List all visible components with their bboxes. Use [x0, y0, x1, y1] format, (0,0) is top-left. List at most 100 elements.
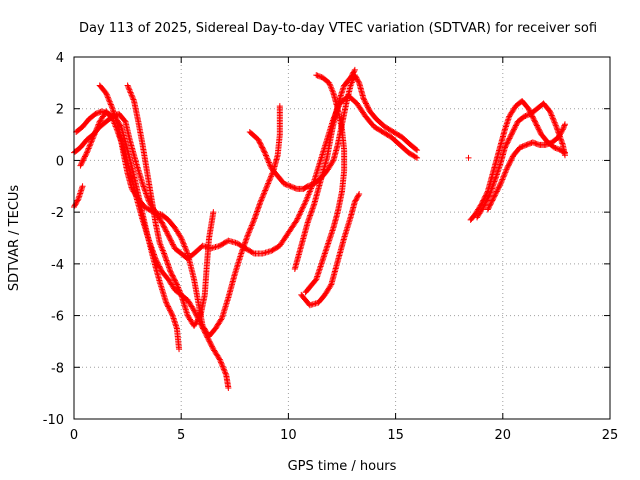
data-point — [259, 193, 266, 200]
data-point — [89, 136, 96, 143]
data-point — [491, 192, 498, 199]
data-point — [355, 78, 362, 85]
data-point — [356, 191, 363, 198]
data-point — [351, 68, 358, 75]
data-point — [121, 117, 128, 124]
data-point — [555, 146, 562, 153]
data-point — [317, 73, 324, 80]
data-point — [512, 122, 519, 129]
data-point — [258, 143, 265, 150]
data-point — [353, 196, 360, 203]
data-point — [248, 222, 255, 229]
data-point — [221, 367, 228, 374]
data-point — [173, 281, 180, 288]
data-point — [509, 130, 516, 137]
data-point — [168, 269, 175, 276]
data-point — [257, 198, 264, 205]
data-point — [508, 131, 515, 138]
data-point — [315, 73, 322, 80]
data-point — [88, 138, 95, 145]
data-point — [160, 249, 167, 256]
data-point — [210, 209, 217, 216]
data-point — [181, 243, 188, 250]
data-point — [505, 138, 512, 145]
data-point — [308, 181, 315, 188]
data-point — [491, 193, 498, 200]
data-point — [247, 225, 254, 232]
data-point — [106, 97, 113, 104]
data-point — [246, 228, 253, 235]
data-point — [488, 200, 495, 207]
data-point — [86, 144, 93, 151]
data-point — [225, 384, 232, 391]
data-point — [504, 165, 511, 172]
chart-title: Day 113 of 2025, Sidereal Day-to-day VTE… — [79, 21, 597, 36]
data-point — [264, 155, 271, 162]
data-point — [556, 131, 563, 138]
data-point — [219, 363, 226, 370]
data-point — [90, 134, 97, 141]
data-point — [267, 174, 274, 181]
data-point — [257, 141, 264, 148]
data-point — [558, 128, 565, 135]
data-point — [130, 96, 137, 103]
data-point — [183, 247, 190, 254]
y-tick-label: -8 — [51, 361, 64, 376]
data-point — [525, 140, 532, 147]
data-point — [301, 201, 308, 208]
data-point — [283, 181, 290, 188]
data-point — [169, 272, 176, 279]
data-point — [303, 197, 310, 204]
data-point — [81, 154, 88, 161]
data-point — [93, 127, 100, 134]
data-point — [191, 307, 198, 314]
data-point — [87, 141, 94, 148]
data-point — [503, 166, 510, 173]
data-point — [159, 220, 166, 227]
data-point — [291, 184, 298, 191]
data-point — [94, 122, 101, 129]
data-point — [163, 299, 170, 306]
data-point — [176, 346, 183, 353]
data-point — [314, 72, 321, 79]
data-point — [535, 126, 542, 133]
data-point — [506, 160, 513, 167]
data-point — [79, 183, 86, 190]
data-point — [551, 119, 558, 126]
data-point — [548, 112, 555, 119]
data-point — [172, 278, 179, 285]
data-point — [95, 109, 102, 116]
data-point — [561, 122, 568, 129]
x-tick-label: 20 — [495, 428, 512, 443]
data-point — [481, 201, 488, 208]
data-point — [245, 229, 252, 236]
data-point — [302, 198, 309, 205]
data-point — [542, 141, 549, 148]
data-point — [364, 104, 371, 111]
data-point — [525, 105, 532, 112]
data-point — [182, 246, 189, 253]
data-point — [524, 141, 531, 148]
data-point — [96, 109, 103, 116]
data-point — [215, 355, 222, 362]
data-point — [176, 287, 183, 294]
data-point — [349, 70, 356, 77]
data-point — [258, 197, 265, 204]
data-point — [159, 246, 166, 253]
data-point — [168, 271, 175, 278]
data-point — [559, 127, 566, 134]
y-axis-label: SDTVAR / TECUs — [7, 185, 22, 292]
data-point — [486, 192, 493, 199]
data-point — [354, 194, 361, 201]
data-point — [498, 179, 505, 186]
data-point — [361, 97, 368, 104]
data-point — [79, 158, 86, 165]
data-point — [128, 92, 135, 99]
data-point — [245, 231, 252, 238]
data-point — [486, 203, 493, 210]
data-point — [300, 202, 307, 209]
data-point — [326, 79, 333, 86]
data-point — [546, 108, 553, 115]
data-point — [493, 189, 500, 196]
data-point — [348, 80, 355, 87]
